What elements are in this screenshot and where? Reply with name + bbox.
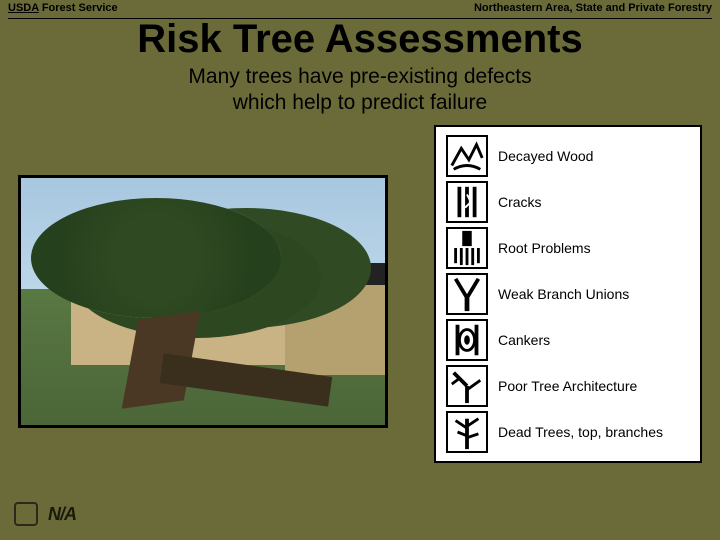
defect-label: Weak Branch Unions: [498, 286, 629, 302]
content-area: Decayed Wood Cracks Root Problems Weak B…: [0, 125, 720, 463]
defect-label: Decayed Wood: [498, 148, 593, 164]
weak-branch-unions-icon: [446, 273, 488, 315]
defect-row-weak-branch-unions: Weak Branch Unions: [436, 271, 700, 317]
decayed-wood-icon: [446, 135, 488, 177]
defect-label: Cracks: [498, 194, 542, 210]
defect-row-cankers: Cankers: [436, 317, 700, 363]
root-problems-icon: [446, 227, 488, 269]
tree-failure-photo: [18, 175, 388, 428]
na-logo: N/A: [48, 504, 76, 525]
defect-row-decayed-wood: Decayed Wood: [436, 133, 700, 179]
cankers-icon: [446, 319, 488, 361]
cracks-icon: [446, 181, 488, 223]
header-usda: USDA: [8, 2, 39, 14]
header-left: USDA Forest Service: [8, 2, 118, 18]
dead-trees-icon: [446, 411, 488, 453]
defect-row-poor-tree-architecture: Poor Tree Architecture: [436, 363, 700, 409]
header-right: Northeastern Area, State and Private For…: [474, 2, 712, 18]
usda-shield-icon: [14, 502, 38, 526]
defect-label: Root Problems: [498, 240, 591, 256]
header-service: Forest Service: [39, 2, 118, 14]
defect-row-cracks: Cracks: [436, 179, 700, 225]
defect-label: Cankers: [498, 332, 550, 348]
defect-row-root-problems: Root Problems: [436, 225, 700, 271]
subtitle-line-2: which help to predict failure: [0, 90, 720, 116]
page-title: Risk Tree Assessments: [0, 17, 720, 62]
defect-list: Decayed Wood Cracks Root Problems Weak B…: [434, 125, 702, 463]
page-subtitle: Many trees have pre-existing defects whi…: [0, 64, 720, 117]
header-bar: USDA Forest Service Northeastern Area, S…: [0, 0, 720, 18]
subtitle-line-1: Many trees have pre-existing defects: [0, 64, 720, 90]
defect-row-dead-trees: Dead Trees, top, branches: [436, 409, 700, 455]
defect-label: Poor Tree Architecture: [498, 378, 637, 394]
poor-tree-architecture-icon: [446, 365, 488, 407]
defect-label: Dead Trees, top, branches: [498, 424, 663, 440]
footer-bar: N/A: [0, 500, 720, 528]
